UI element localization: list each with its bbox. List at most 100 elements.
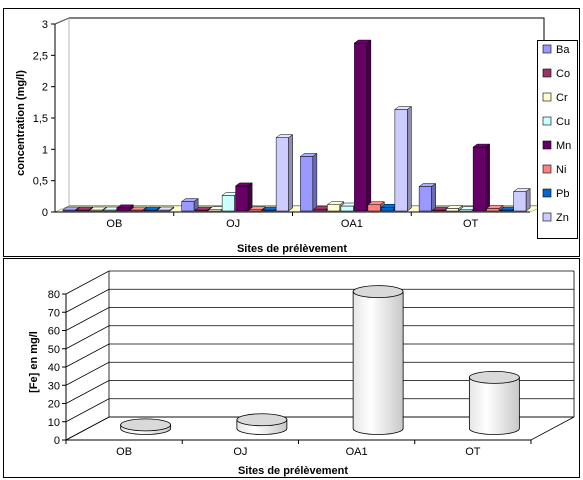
bar-side [366, 39, 372, 212]
bar-side [288, 134, 293, 212]
x-tick-label: OB [106, 218, 122, 230]
y-tick-label: 0 [54, 435, 60, 447]
bar-side [247, 182, 253, 212]
legend-swatch-mn [542, 140, 552, 150]
bar-front [116, 207, 130, 212]
bar-front [394, 109, 408, 212]
y-tick-label: 0,5 [33, 176, 48, 188]
legend-swatch-cr [542, 92, 552, 102]
top-chart-y-ticks: 0 0,5 1 1,5 2 2,5 3 [33, 19, 55, 219]
y-tick-label: 1,5 [33, 113, 48, 125]
legend-swatch-ba [542, 44, 552, 54]
bar-side [169, 206, 175, 212]
legend-label-pb: Pb [556, 188, 569, 200]
cylinder-top [468, 370, 520, 384]
bar-side [431, 183, 436, 212]
bottom-chart-bars [120, 285, 520, 435]
bar-front [513, 191, 527, 212]
bar-ba-ot [418, 183, 437, 212]
bar-front [418, 186, 432, 212]
x-tick-label: OA1 [346, 446, 368, 458]
y-tick-label: 60 [48, 326, 60, 338]
y-tick-label: 20 [48, 399, 60, 411]
bar-zn-oa1 [394, 105, 413, 212]
bar-front [367, 204, 381, 212]
bottom-chart-frame [3, 258, 580, 478]
bar-front [327, 204, 341, 212]
x-tick-label: OT [463, 218, 479, 230]
top-chart-frame [3, 8, 580, 257]
cylinder-ot [468, 370, 520, 435]
legend-label-co: Co [556, 68, 570, 80]
bar-front [445, 208, 459, 212]
cylinder-oa1 [352, 285, 404, 435]
legend-label-cu: Cu [556, 116, 570, 128]
y-tick-label: 3 [42, 19, 48, 31]
bar-side [407, 105, 412, 212]
legend-label-zn: Zn [556, 212, 569, 224]
bar-zn-oj [275, 134, 294, 212]
x-tick-label: OT [465, 446, 481, 458]
y-tick-label: 70 [48, 307, 60, 319]
bottom-chart: 0 10 20 30 40 50 60 70 80 OB OJ OA1 OT [Fe] en mg/l… [28, 270, 575, 477]
bar-side [312, 152, 318, 212]
top-chart-legend: Ba Co Cr Cu Mn Ni Pb Zn [537, 40, 578, 239]
y-tick-label: 40 [48, 362, 60, 374]
y-tick-label: 10 [48, 417, 60, 429]
bottom-chart-y-axis-label: [Fe] en mg/l [28, 331, 40, 393]
y-tick-label: 2 [42, 82, 48, 94]
cylinder-top [236, 413, 288, 427]
x-tick-label: OB [116, 446, 132, 458]
top-chart-bars [62, 39, 531, 212]
bar-front [300, 156, 314, 212]
bar-ba-oa1 [299, 152, 318, 212]
legend-label-cr: Cr [556, 92, 568, 104]
top-chart-x-axis-label: Sites de prélèvement [237, 243, 347, 255]
bar-mn-ot [472, 143, 491, 212]
bar-front [381, 206, 395, 212]
bar-front [340, 205, 354, 212]
legend-swatch-pb [542, 188, 552, 198]
bottom-chart-y-ticks: 0 10 20 30 40 50 60 70 80 [48, 289, 66, 447]
y-tick-label: 1 [42, 144, 48, 156]
top-chart: 0 0,5 1 1,5 2 2,5 3 OB OJ OA1 OT concentration (m… [15, 17, 578, 255]
x-tick-label: OA1 [341, 218, 363, 230]
bar-side [485, 143, 490, 212]
cylinder-body [468, 377, 520, 435]
cylinder-top [352, 285, 404, 299]
bar-front [275, 137, 289, 212]
legend-swatch-co [542, 68, 552, 78]
bar-zn-ob [156, 206, 175, 212]
x-tick-label: OJ [233, 446, 247, 458]
bar-front [235, 185, 249, 212]
top-chart-y-axis-label: concentration (mg/l) [15, 70, 27, 176]
cylinder-ob [120, 418, 172, 435]
y-tick-label: 50 [48, 344, 60, 356]
bar-front [221, 195, 235, 212]
bottom-chart-x-axis-label: Sites de prélèvement [238, 465, 348, 477]
bar-zn-ot [512, 188, 531, 212]
legend-label-ni: Ni [556, 164, 566, 176]
bar-side [525, 188, 531, 212]
legend-swatch-ni [542, 164, 552, 174]
cylinder-oj [236, 413, 288, 435]
bar-front [486, 208, 500, 212]
legend-swatch-cu [542, 116, 552, 126]
bar-ba-oj [180, 198, 199, 212]
y-tick-label: 30 [48, 380, 60, 392]
bar-ni-oj [248, 206, 267, 212]
bar-front [354, 42, 368, 212]
y-tick-label: 80 [48, 289, 60, 301]
y-tick-label: 0 [42, 207, 48, 219]
cylinder-body [352, 291, 404, 435]
legend-label-mn: Mn [556, 140, 571, 152]
cylinder-top [120, 418, 172, 432]
bar-mn-oj [234, 182, 253, 212]
legend-label-ba: Ba [556, 44, 570, 56]
bar-mn-oa1 [353, 39, 372, 212]
top-chart-x-ticks: OB OJ OA1 OT [106, 212, 479, 230]
legend-swatch-zn [542, 212, 552, 222]
bottom-chart-x-ticks: OB OJ OA1 OT [65, 440, 532, 458]
bar-front [313, 208, 327, 212]
